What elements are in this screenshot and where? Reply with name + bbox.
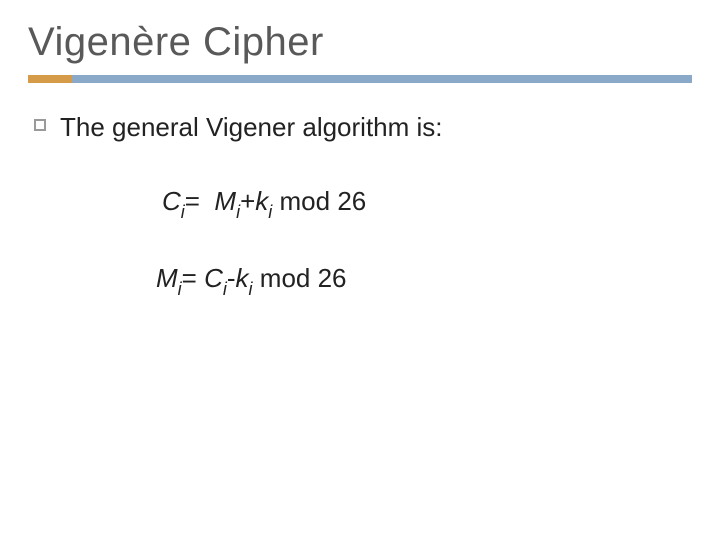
f2-eq: =: [182, 263, 197, 293]
bullet-box-icon: [34, 119, 46, 131]
f2-t1-base: C: [204, 263, 223, 293]
f1-eq: =: [185, 186, 200, 216]
divider-line: [72, 75, 692, 83]
formula-decrypt: Mi= Ci-ki mod 26: [156, 263, 692, 299]
f2-lhs-sub: i: [178, 279, 182, 299]
f1-t2-base: k: [255, 186, 268, 216]
bullet-item: The general Vigener algorithm is:: [34, 111, 692, 144]
f1-tail: mod 26: [280, 186, 367, 216]
f2-lhs-base: M: [156, 263, 178, 293]
f2-tail: mod 26: [260, 263, 347, 293]
body: The general Vigener algorithm is: Ci= Mi…: [28, 111, 692, 299]
f1-t1-sub: i: [236, 202, 240, 222]
f2-t1-sub: i: [223, 279, 227, 299]
formula-encrypt: Ci= Mi+ki mod 26: [162, 186, 692, 222]
f1-lhs-sub: i: [181, 202, 185, 222]
f1-lhs-base: C: [162, 186, 181, 216]
f1-op: +: [240, 186, 255, 216]
formula-block: Ci= Mi+ki mod 26 Mi= Ci-ki mod 26: [162, 186, 692, 300]
divider: [28, 75, 692, 83]
slide: Vigenère Cipher The general Vigener algo…: [0, 0, 720, 540]
f2-op: -: [227, 263, 236, 293]
f1-t1-base: M: [214, 186, 236, 216]
f2-t2-sub: i: [249, 279, 253, 299]
bullet-text: The general Vigener algorithm is:: [60, 111, 443, 144]
f2-t2-base: k: [236, 263, 249, 293]
divider-accent: [28, 75, 72, 83]
f1-t2-sub: i: [268, 202, 272, 222]
slide-title: Vigenère Cipher: [28, 20, 692, 65]
